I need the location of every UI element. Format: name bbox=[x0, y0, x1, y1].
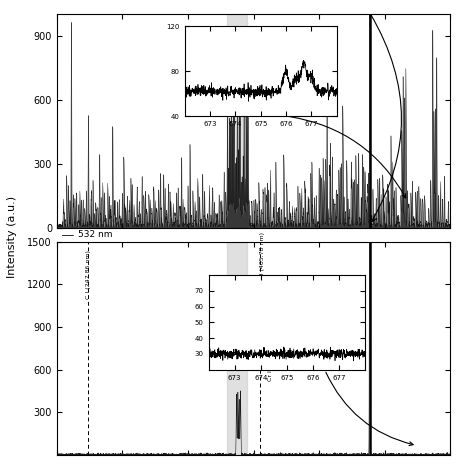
Text: Intensity (a.u.): Intensity (a.u.) bbox=[7, 196, 17, 278]
Text: C I (247.86 nm): C I (247.86 nm) bbox=[86, 250, 91, 299]
Bar bbox=[228, 242, 247, 455]
Bar bbox=[228, 14, 247, 228]
Text: 532 nm: 532 nm bbox=[78, 230, 113, 239]
Text: CN Violet System: CN Violet System bbox=[235, 286, 240, 340]
Text: Cr I (427.48 nm): Cr I (427.48 nm) bbox=[268, 330, 273, 381]
Text: Pb I (405.78 nm): Pb I (405.78 nm) bbox=[260, 232, 265, 284]
Text: ——: —— bbox=[62, 229, 73, 240]
